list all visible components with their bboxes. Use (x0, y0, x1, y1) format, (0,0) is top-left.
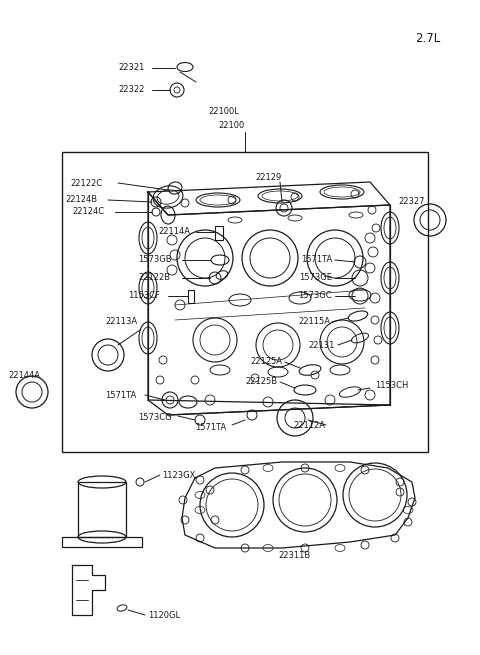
Text: 1571TA: 1571TA (105, 390, 136, 400)
Text: 22114A: 22114A (158, 227, 190, 236)
Text: 22327: 22327 (398, 198, 424, 206)
Text: 22113A: 22113A (105, 318, 137, 326)
Text: 1571TA: 1571TA (301, 255, 332, 265)
Text: 1120GL: 1120GL (148, 610, 180, 620)
Text: 22125A: 22125A (250, 358, 282, 367)
Text: 22131: 22131 (309, 341, 335, 350)
Text: 1573CG: 1573CG (138, 413, 172, 422)
Text: 2.7L: 2.7L (415, 31, 440, 45)
Text: 1153CF: 1153CF (128, 291, 160, 301)
Text: 22115A: 22115A (298, 318, 330, 326)
Text: 22124B: 22124B (65, 195, 97, 204)
Text: 22311B: 22311B (278, 550, 310, 559)
Text: 1573GE: 1573GE (299, 274, 332, 282)
Text: 22100: 22100 (218, 121, 244, 130)
Bar (188, 290, 194, 303)
Text: 22112A: 22112A (293, 421, 325, 430)
Bar (62, 152, 428, 452)
Text: 22122C: 22122C (70, 179, 102, 187)
Text: 1123GX: 1123GX (162, 470, 195, 479)
Text: 1573GC: 1573GC (299, 291, 332, 301)
Text: 22322: 22322 (118, 86, 144, 94)
Bar (62, 537, 142, 547)
Text: 22125B: 22125B (246, 377, 278, 386)
Bar (78, 482, 126, 537)
Text: 22124C: 22124C (72, 208, 104, 217)
Text: 22321: 22321 (118, 64, 144, 73)
Text: 1571TA: 1571TA (195, 424, 226, 432)
Text: 1153CH: 1153CH (374, 381, 408, 390)
Text: 22129: 22129 (255, 174, 281, 183)
Bar (215, 226, 223, 240)
Text: 1573GB: 1573GB (138, 255, 172, 265)
Text: 22100L: 22100L (208, 107, 239, 117)
Text: 22122B: 22122B (138, 274, 170, 282)
Text: 22144A: 22144A (8, 371, 40, 379)
